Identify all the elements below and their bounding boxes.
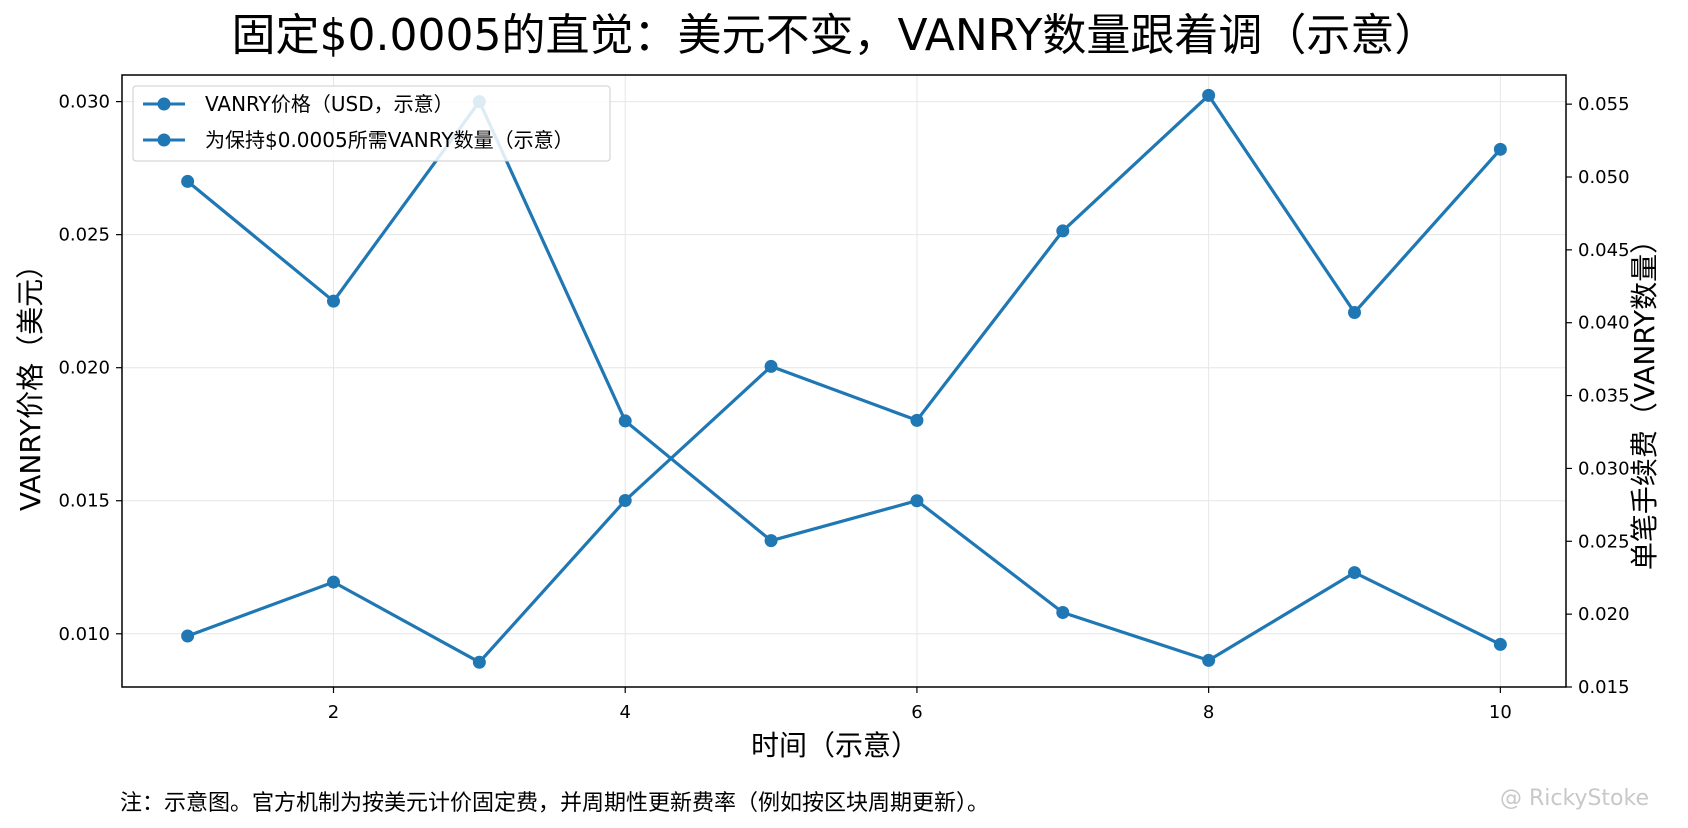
data-point-1	[1493, 142, 1507, 156]
y2-axis-label: 单笔手续费（VANRY数量）	[1628, 226, 1661, 570]
y2-tick-label: 0.040	[1578, 313, 1630, 334]
watermark: @ RickyStoke	[1500, 786, 1650, 811]
data-point-1	[764, 359, 778, 373]
series-line-1	[187, 93, 1502, 664]
x-tick-label: 8	[1203, 702, 1214, 723]
data-point-1	[1056, 224, 1070, 238]
data-point-1	[1202, 88, 1216, 102]
y2-tick-label: 0.030	[1578, 458, 1630, 479]
plot-frame	[121, 74, 1567, 688]
x-tick-label: 10	[1489, 702, 1512, 723]
legend-label-price: VANRY价格（USD，示意）	[205, 92, 454, 116]
data-point-0	[1056, 605, 1070, 619]
y2-tick-label: 0.025	[1578, 531, 1630, 552]
y2-tick-label: 0.035	[1578, 386, 1630, 407]
y2-tick-label: 0.015	[1578, 677, 1630, 698]
ticks: 2 4 6 8 10 0.010 0.015 0.020 0.025 0.030 0.015 0.02…	[58, 92, 1629, 723]
y-tick-label: 0.015	[58, 491, 110, 512]
footnote: 注：示意图。官方机制为按美元计价固定费，并周期性更新费率（例如按区块周期更新）。	[120, 791, 990, 816]
data-point-1	[181, 629, 195, 643]
legend-box	[132, 85, 611, 162]
x-tick-label: 6	[911, 702, 922, 723]
y2-tick-label: 0.050	[1578, 167, 1630, 188]
data-point-1	[910, 413, 924, 427]
data-point-1	[618, 493, 632, 507]
data-point-0	[1348, 566, 1362, 580]
series-layer	[181, 88, 1507, 669]
y-tick-label: 0.025	[58, 225, 110, 246]
data-point-0	[1493, 637, 1507, 651]
legend-label-fee: 为保持$0.0005所需VANRY数量（示意）	[205, 128, 574, 152]
y-tick-label: 0.010	[58, 624, 110, 645]
x-tick-label: 4	[619, 702, 630, 723]
y2-tick-label: 0.020	[1578, 604, 1630, 625]
data-point-1	[326, 575, 340, 589]
data-point-0	[764, 534, 778, 548]
data-point-0	[618, 414, 632, 428]
data-point-0	[181, 174, 195, 188]
grid	[122, 75, 1566, 687]
data-point-1	[1348, 306, 1362, 320]
data-point-0	[326, 294, 340, 308]
data-point-0	[1202, 653, 1216, 667]
y2-tick-label: 0.045	[1578, 240, 1630, 261]
y-axis-label: VANRY价格（美元）	[14, 251, 47, 511]
data-point-0	[910, 494, 924, 508]
series-line-0	[186, 99, 1502, 663]
legend-marker-fee	[157, 133, 171, 147]
legend: VANRY价格（USD，示意） 为保持$0.0005所需VANRY数量（示意）	[132, 85, 611, 162]
y-tick-label: 0.020	[58, 358, 110, 379]
data-point-1	[472, 655, 486, 669]
legend-marker-price	[157, 97, 171, 111]
x-tick-label: 2	[328, 702, 339, 723]
x-axis-label: 时间（示意）	[751, 729, 919, 762]
chart-title: 固定$0.0005的直觉：美元不变，VANRY数量跟着调（示意）	[232, 10, 1439, 61]
y2-tick-label: 0.055	[1578, 94, 1630, 115]
y-tick-label: 0.030	[58, 92, 110, 113]
